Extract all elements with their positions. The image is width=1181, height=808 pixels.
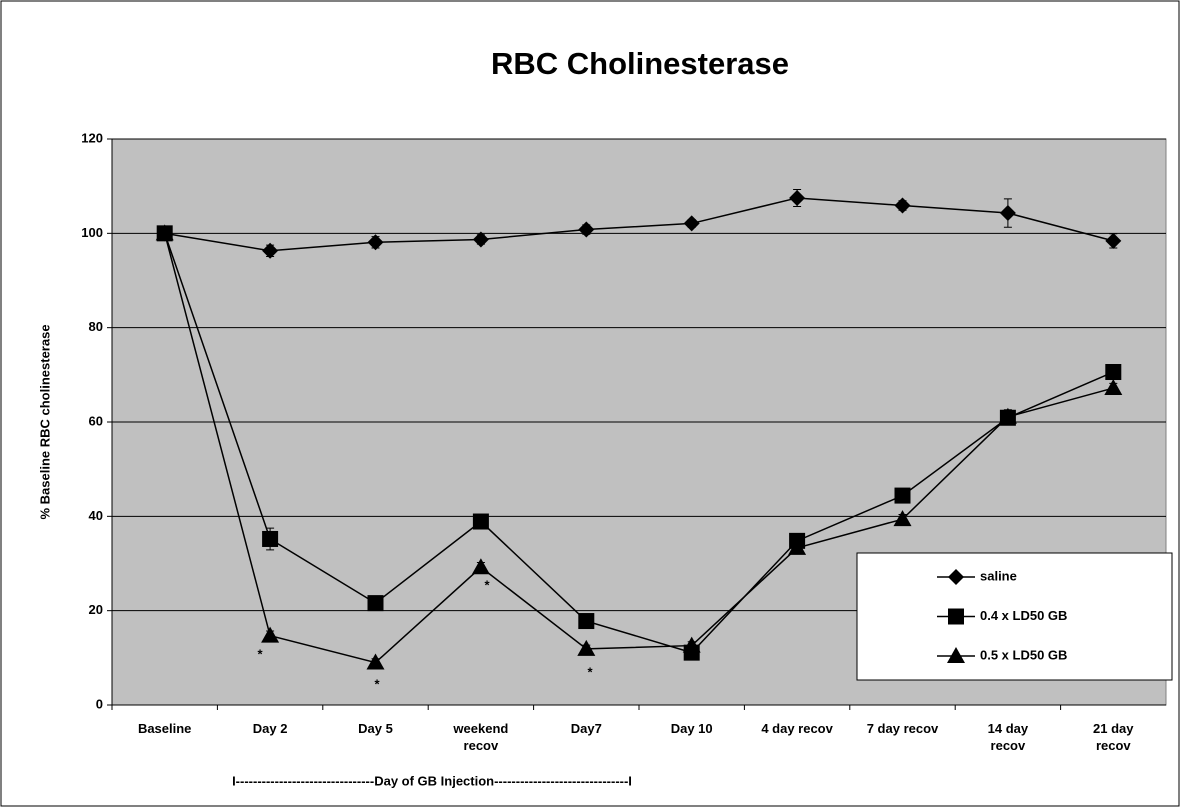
marker bbox=[471, 558, 490, 575]
marker bbox=[367, 234, 384, 251]
x-tick-label: weekend recov bbox=[453, 721, 509, 753]
marker bbox=[262, 242, 279, 259]
y-tick-label: 100 bbox=[81, 225, 103, 240]
marker bbox=[894, 197, 911, 214]
marker bbox=[682, 636, 701, 653]
annotation: * bbox=[374, 676, 380, 691]
marker bbox=[155, 224, 174, 241]
marker bbox=[262, 530, 279, 547]
marker bbox=[367, 595, 384, 612]
y-tick-label: 0 bbox=[96, 696, 103, 711]
marker bbox=[948, 608, 964, 625]
series-line bbox=[163, 233, 1114, 654]
marker bbox=[578, 221, 595, 238]
marker bbox=[894, 487, 911, 504]
y-axis-label: % Baseline RBC cholinesterase bbox=[37, 324, 52, 519]
y-tick-label: 40 bbox=[89, 508, 103, 523]
marker bbox=[683, 215, 700, 232]
marker bbox=[1105, 232, 1122, 249]
legend-label: 0.5 x LD50 GB bbox=[980, 647, 1067, 662]
y-tick-label: 80 bbox=[89, 319, 103, 334]
marker bbox=[261, 626, 280, 643]
marker bbox=[788, 538, 807, 555]
x-tick-label: Day 10 bbox=[670, 721, 713, 736]
x-note: I--------------------------------Day of … bbox=[232, 773, 632, 788]
legend-label: 0.4 x LD50 GB bbox=[980, 608, 1067, 623]
x-tick-label: 4 day recov bbox=[761, 721, 833, 736]
annotation: * bbox=[587, 664, 593, 679]
y-tick-label: 120 bbox=[81, 130, 103, 145]
marker bbox=[366, 653, 385, 670]
x-tick-label: 21 day recov bbox=[1093, 721, 1134, 753]
marker bbox=[893, 510, 912, 527]
marker bbox=[472, 231, 489, 248]
x-tick-label: Day 2 bbox=[252, 721, 288, 736]
series-line bbox=[164, 197, 1114, 252]
marker bbox=[1105, 364, 1122, 381]
annotation: * bbox=[484, 577, 490, 592]
y-tick-label: 60 bbox=[89, 413, 103, 428]
marker bbox=[998, 407, 1017, 424]
x-tick-label: 7 day recov bbox=[866, 721, 939, 736]
marker bbox=[947, 647, 965, 663]
x-tick-label: 14 day recov bbox=[987, 721, 1029, 753]
marker bbox=[948, 569, 964, 585]
legend-label: saline bbox=[980, 568, 1017, 583]
marker bbox=[578, 613, 595, 630]
legend-box bbox=[856, 552, 1173, 681]
y-tick-label: 20 bbox=[89, 602, 103, 617]
marker bbox=[472, 513, 489, 530]
marker bbox=[577, 639, 596, 656]
annotation: * bbox=[257, 646, 263, 661]
x-tick-label: Day7 bbox=[570, 721, 602, 736]
chart-title: RBC Cholinesterase bbox=[491, 46, 789, 81]
series-line bbox=[163, 233, 1114, 664]
marker bbox=[789, 189, 806, 206]
x-tick-label: Baseline bbox=[137, 721, 192, 736]
marker bbox=[1104, 379, 1123, 396]
x-tick-label: Day 5 bbox=[358, 721, 393, 736]
marker bbox=[999, 205, 1016, 222]
